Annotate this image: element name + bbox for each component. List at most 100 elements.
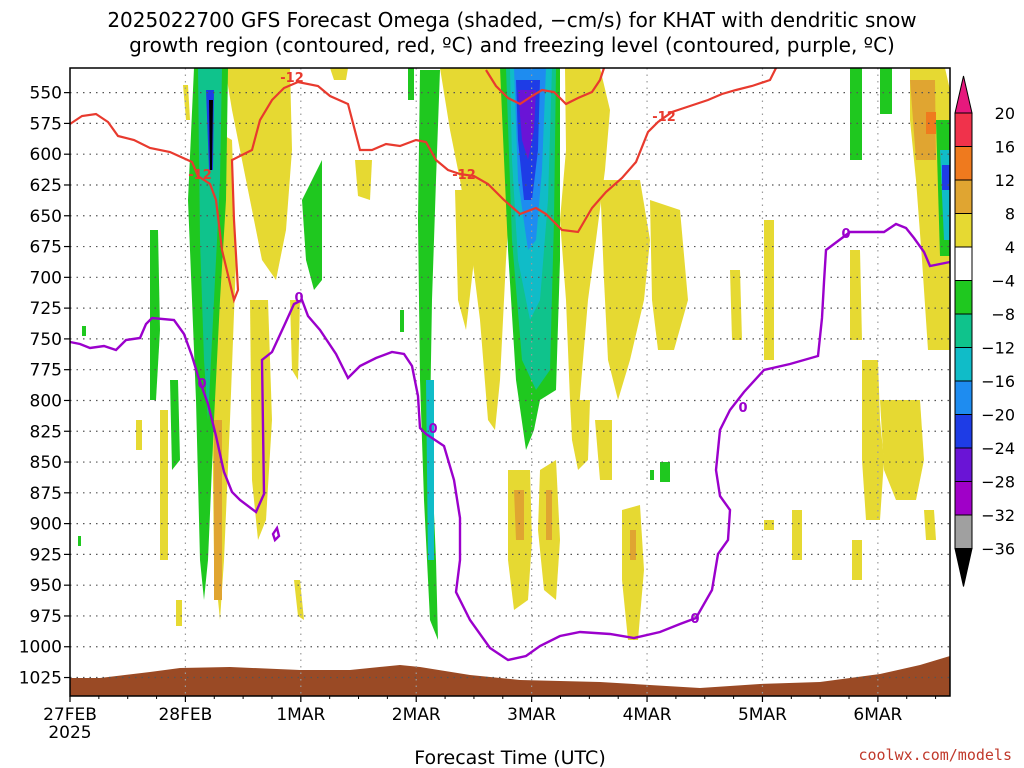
omega-region-orange bbox=[546, 490, 552, 540]
omega-region-yellow bbox=[622, 505, 644, 640]
colorbar-bin bbox=[954, 213, 973, 248]
colorbar-tick-label: 4 bbox=[1005, 238, 1015, 257]
omega-region-yellow bbox=[250, 300, 272, 540]
colorbar-tick-label: −32 bbox=[981, 506, 1015, 525]
y-tick-label: 625 bbox=[30, 176, 62, 196]
y-tick-label: 675 bbox=[30, 238, 62, 258]
omega-region-yellow bbox=[730, 270, 742, 340]
red-contour-label: -12 bbox=[652, 110, 676, 125]
colorbar-bin bbox=[954, 447, 973, 482]
x-tick-label: 28FEB bbox=[158, 705, 212, 725]
y-axis: 550 575 600 625 650 675 700 725 750 775 800 825 850 8… bbox=[19, 84, 70, 689]
y-tick-label: 1025 bbox=[19, 669, 62, 689]
omega-region-green bbox=[302, 160, 322, 290]
y-tick-label: 900 bbox=[30, 515, 62, 535]
omega-region-green bbox=[400, 310, 404, 332]
colorbar-tick-label: −24 bbox=[981, 439, 1015, 458]
purple-contour-label: 0 bbox=[197, 377, 206, 392]
omega-region-yellow bbox=[764, 520, 774, 530]
omega-region-red bbox=[926, 112, 936, 134]
omega-region-yellow bbox=[176, 600, 182, 626]
omega-region-yellow bbox=[183, 85, 190, 120]
omega-region-green bbox=[78, 536, 81, 546]
y-tick-label: 925 bbox=[30, 545, 62, 565]
x-axis-label: Forecast Time (UTC) bbox=[414, 747, 605, 768]
colorbar-tick-label: 16 bbox=[995, 138, 1015, 157]
omega-shading bbox=[78, 68, 950, 640]
colorbar-tick-label: −8 bbox=[991, 305, 1015, 324]
colorbar-bottom-arrow bbox=[954, 548, 973, 587]
colorbar-tick-label: −16 bbox=[981, 372, 1015, 391]
colorbar-bin bbox=[954, 481, 973, 516]
x-tick-label: 27FEB bbox=[43, 705, 97, 725]
y-tick-label: 600 bbox=[30, 145, 62, 165]
purple-contour-label: 0 bbox=[428, 422, 437, 437]
grid-vertical bbox=[184, 68, 879, 696]
y-tick-label: 975 bbox=[30, 607, 62, 627]
colorbar-bin bbox=[954, 246, 973, 281]
omega-region-orange bbox=[910, 80, 936, 160]
y-tick-label: 875 bbox=[30, 484, 62, 504]
red-contour-label: -12 bbox=[280, 71, 304, 86]
chart-title-line2: growth region (contoured, red, ºC) and f… bbox=[129, 33, 895, 57]
colorbar-tick-label: 20 bbox=[995, 104, 1015, 123]
chart-title-line1: 2025022700 GFS Forecast Omega (shaded, −… bbox=[107, 8, 916, 32]
colorbar-bin bbox=[954, 347, 973, 382]
red-contour-label: -12 bbox=[452, 168, 476, 183]
purple-contour-label: 0 bbox=[738, 401, 747, 416]
omega-region-yellow bbox=[850, 250, 862, 340]
omega-region-green bbox=[880, 68, 892, 114]
y-tick-label: 1000 bbox=[19, 638, 62, 658]
y-tick-label: 850 bbox=[30, 453, 62, 473]
colorbar-bin bbox=[954, 514, 973, 549]
colorbar-tick-label: −4 bbox=[991, 272, 1015, 291]
omega-region-yellow bbox=[440, 68, 512, 430]
colorbar-tick-label: −12 bbox=[981, 339, 1015, 358]
omega-region-green bbox=[408, 68, 414, 100]
omega-region-yellow bbox=[570, 400, 590, 470]
omega-region-yellow bbox=[792, 510, 802, 560]
omega-region-green bbox=[170, 380, 180, 470]
y-tick-label: 825 bbox=[30, 422, 62, 442]
colorbar: 20 16 12 8 4 −4 −8 −12 −16 −20 −24 −28 −32 −36 bbox=[954, 75, 1015, 587]
y-tick-label: 550 bbox=[30, 84, 62, 104]
y-tick-label: 700 bbox=[30, 268, 62, 288]
omega-region-yellow bbox=[880, 400, 924, 500]
y-tick-label: 575 bbox=[30, 114, 62, 134]
red-contour-label: -12 bbox=[188, 168, 212, 183]
colorbar-bin bbox=[954, 414, 973, 449]
purple-contour-label: 0 bbox=[690, 612, 699, 627]
y-tick-label: 950 bbox=[30, 576, 62, 596]
omega-region-yellow bbox=[595, 420, 612, 480]
colorbar-bin bbox=[954, 313, 973, 348]
x-tick-label: 5MAR bbox=[738, 705, 787, 725]
y-tick-label: 725 bbox=[30, 299, 62, 319]
colorbar-bin bbox=[954, 280, 973, 315]
purple-contour-main bbox=[69, 222, 951, 662]
omega-region-green bbox=[660, 462, 670, 482]
red-contour-east bbox=[485, 67, 606, 106]
terrain-fill bbox=[70, 656, 950, 696]
omega-region-black-core bbox=[209, 100, 213, 170]
omega-region-orange bbox=[214, 420, 222, 600]
omega-region-yellow bbox=[330, 68, 348, 80]
purple-contour-label: 0 bbox=[294, 291, 303, 306]
omega-region-yellow bbox=[136, 420, 142, 450]
omega-region-blue bbox=[942, 165, 950, 190]
omega-region-teal bbox=[198, 68, 222, 420]
omega-region-yellow bbox=[290, 300, 300, 380]
x-tick-label: 1MAR bbox=[276, 705, 325, 725]
plot-frame bbox=[69, 67, 951, 697]
credit-text: coolwx.com/models bbox=[858, 746, 1012, 764]
colorbar-tick-label: −36 bbox=[981, 540, 1015, 559]
omega-region-green bbox=[82, 326, 86, 336]
colorbar-bin bbox=[954, 112, 973, 147]
omega-region-orange bbox=[514, 490, 524, 540]
x-tick-label: 4MAR bbox=[623, 705, 672, 725]
omega-region-yellow bbox=[852, 540, 862, 580]
red-contour-west bbox=[69, 67, 777, 304]
omega-region-yellow bbox=[355, 160, 372, 200]
omega-region-green bbox=[150, 230, 160, 400]
